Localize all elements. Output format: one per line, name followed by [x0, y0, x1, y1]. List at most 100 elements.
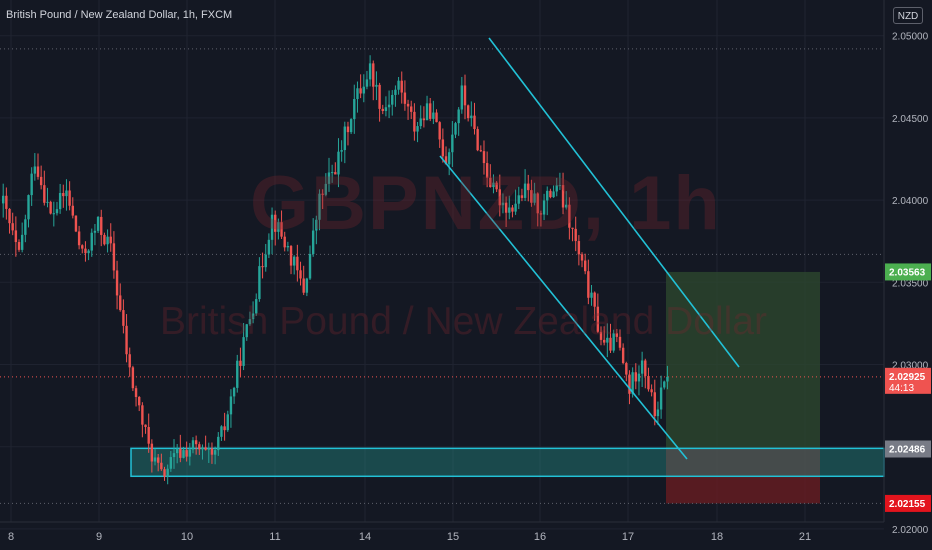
candle-body	[68, 190, 71, 206]
candle-body	[49, 201, 52, 214]
watermark-symbol: GBPNZD, 1h	[250, 161, 722, 246]
candle-body	[546, 190, 549, 201]
candle-body	[100, 216, 103, 235]
candle-body	[479, 150, 483, 152]
candle-body	[435, 112, 438, 123]
currency-badge[interactable]: NZD	[893, 7, 923, 24]
candle-body	[175, 448, 179, 454]
candle-body	[447, 152, 451, 165]
candle-body	[182, 450, 185, 458]
candle-body	[663, 381, 666, 388]
candle-body	[568, 204, 571, 228]
candle-body	[533, 193, 536, 203]
candle-body	[156, 457, 160, 463]
candle-body	[87, 250, 90, 254]
candle-body	[473, 115, 476, 130]
candle-body	[77, 231, 81, 246]
candle-body	[337, 151, 340, 175]
candle-body	[141, 405, 144, 425]
x-tick-label: 10	[181, 531, 193, 543]
candle-body	[438, 122, 441, 140]
price-tag-label: 2.03563	[889, 267, 926, 278]
candle-body	[650, 389, 653, 393]
candle-body	[520, 195, 524, 198]
y-tick-label: 2.04500	[892, 114, 929, 125]
candle-body	[138, 396, 141, 406]
candle-body	[470, 115, 473, 119]
candle-body	[2, 195, 5, 204]
pane-title[interactable]: British Pound / New Zealand Dollar, 1h, …	[6, 9, 233, 21]
candle-body	[321, 193, 324, 195]
candle-body	[153, 457, 157, 462]
x-tick-label: 21	[799, 531, 811, 543]
candle-body	[590, 292, 593, 298]
candle-body	[552, 191, 555, 198]
candle-body	[621, 347, 625, 364]
candle-body	[204, 447, 207, 450]
candle-body	[368, 63, 372, 80]
y-tick-label: 2.02000	[892, 525, 929, 536]
candle-body	[527, 183, 530, 191]
candle-body	[251, 313, 255, 320]
candle-body	[11, 223, 14, 231]
watermark-name: British Pound / New Zealand Dollar	[160, 300, 767, 343]
candle-body	[583, 260, 587, 272]
candles[interactable]	[2, 55, 669, 485]
candle-body	[517, 195, 520, 204]
x-tick-label: 16	[534, 531, 546, 543]
candle-body	[343, 126, 347, 151]
candle-body	[188, 449, 192, 457]
candle-body	[602, 339, 606, 343]
candle-body	[280, 222, 283, 237]
candle-body	[229, 396, 233, 415]
candle-body	[666, 376, 669, 382]
candle-body	[286, 246, 290, 248]
candle-body	[283, 236, 286, 248]
candle-body	[144, 424, 147, 428]
candle-body	[466, 105, 470, 119]
candle-body	[185, 450, 188, 457]
candle-body	[112, 243, 116, 271]
candle-body	[656, 409, 660, 417]
drawings[interactable]	[439, 37, 740, 460]
price-tag-label: 2.02155	[889, 499, 926, 510]
candle-body	[530, 190, 533, 203]
candle-body	[618, 336, 622, 348]
candle-body	[296, 256, 299, 271]
candle-body	[305, 278, 309, 293]
price-tag	[885, 263, 931, 281]
candle-body	[429, 103, 432, 119]
candle-body	[239, 360, 242, 366]
candle-body	[115, 270, 119, 296]
candle-body	[14, 230, 18, 243]
candle-body	[334, 172, 337, 175]
candle-body	[330, 172, 334, 174]
candle-body	[504, 202, 508, 213]
position-zones[interactable]	[130, 271, 885, 504]
candle-body	[166, 468, 169, 477]
candle-body	[134, 388, 138, 397]
candle-body	[457, 109, 460, 124]
candle-body	[318, 193, 321, 220]
candle-body	[346, 126, 350, 133]
candle-body	[289, 246, 293, 266]
candle-body	[356, 88, 359, 100]
candle-body	[647, 375, 650, 390]
x-tick-label: 14	[359, 531, 371, 543]
candle-body	[30, 173, 33, 196]
candle-body	[349, 119, 353, 133]
candle-body	[27, 195, 30, 220]
candle-body	[542, 200, 546, 215]
candle-body	[340, 150, 343, 152]
candle-body	[485, 163, 489, 178]
candle-body	[514, 203, 517, 212]
y-tick-label: 2.05000	[892, 32, 929, 43]
grid	[0, 0, 884, 530]
candle-body	[501, 202, 505, 206]
candle-body	[536, 193, 539, 214]
candle-body	[169, 457, 173, 469]
candle-body	[191, 440, 195, 450]
candle-body	[84, 248, 87, 254]
